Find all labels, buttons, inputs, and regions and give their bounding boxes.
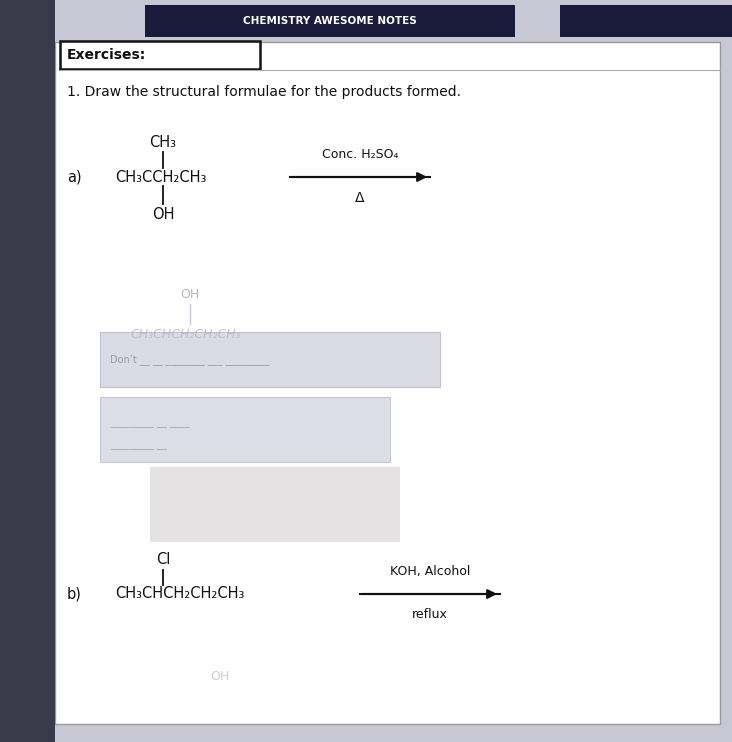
Text: b): b) bbox=[67, 586, 82, 602]
Text: CHEMISTRY AWESOME NOTES: CHEMISTRY AWESOME NOTES bbox=[243, 16, 417, 26]
Bar bbox=[60, 41, 260, 69]
Bar bbox=[100, 332, 440, 387]
Text: Cl: Cl bbox=[156, 553, 170, 568]
Text: CH₃: CH₃ bbox=[149, 134, 176, 149]
Text: OH: OH bbox=[210, 671, 230, 683]
Text: 1. Draw the structural formulae for the products formed.: 1. Draw the structural formulae for the … bbox=[67, 85, 461, 99]
Text: Exercises:: Exercises: bbox=[67, 48, 146, 62]
Bar bbox=[150, 467, 400, 542]
Bar bbox=[145, 5, 515, 37]
Text: CH₃CHCH₂CH₂CH₃: CH₃CHCH₂CH₂CH₃ bbox=[115, 586, 244, 602]
Text: reflux: reflux bbox=[412, 608, 448, 621]
Text: _________ __ ____: _________ __ ____ bbox=[110, 417, 190, 427]
Text: KOH, Alcohol: KOH, Alcohol bbox=[390, 565, 470, 578]
Text: Don’t __ __ ________ ___ _________: Don’t __ __ ________ ___ _________ bbox=[110, 355, 269, 366]
Text: OH: OH bbox=[152, 206, 174, 222]
Text: _________ __: _________ __ bbox=[110, 439, 167, 449]
Text: Conc. H₂SO₄: Conc. H₂SO₄ bbox=[322, 148, 398, 161]
Bar bbox=[0, 0, 55, 742]
Text: CH₃CCH₂CH₃: CH₃CCH₂CH₃ bbox=[115, 169, 206, 185]
Text: a): a) bbox=[67, 169, 82, 185]
Text: CH₃CHCH₂CH₂CH₃: CH₃CHCH₂CH₂CH₃ bbox=[130, 327, 241, 341]
Text: Δ: Δ bbox=[355, 191, 365, 205]
Bar bbox=[100, 397, 390, 462]
Bar bbox=[560, 5, 732, 37]
Text: OH: OH bbox=[180, 287, 200, 301]
